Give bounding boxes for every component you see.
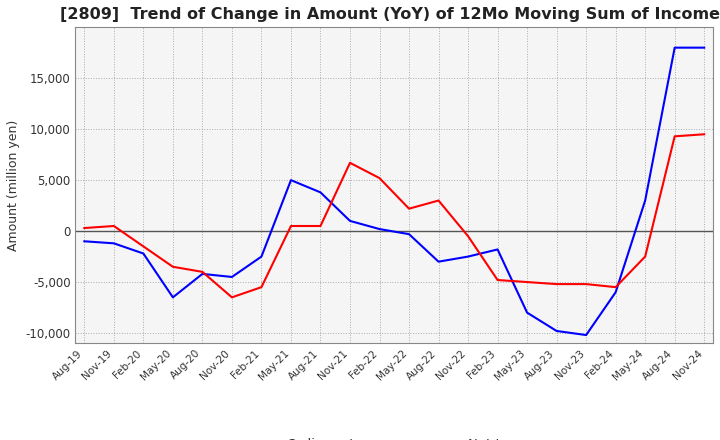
Net Income (670, 134, 679, 139)
Ordinary Income (523, 310, 531, 315)
Ordinary Income (80, 238, 89, 244)
Ordinary Income (316, 190, 325, 195)
Net Income (139, 244, 148, 249)
Net Income (228, 295, 236, 300)
Y-axis label: Amount (million yen): Amount (million yen) (7, 120, 20, 251)
Ordinary Income (582, 332, 590, 337)
Ordinary Income (405, 231, 413, 237)
Net Income (434, 198, 443, 203)
Ordinary Income (434, 259, 443, 264)
Line: Net Income: Net Income (84, 134, 704, 297)
Net Income (80, 225, 89, 231)
Ordinary Income (287, 177, 295, 183)
Net Income (641, 254, 649, 259)
Net Income (464, 234, 472, 239)
Net Income (287, 224, 295, 229)
Ordinary Income (346, 218, 354, 224)
Ordinary Income (139, 251, 148, 256)
Ordinary Income (168, 295, 177, 300)
Net Income (109, 224, 118, 229)
Net Income (611, 285, 620, 290)
Net Income (405, 206, 413, 211)
Ordinary Income (641, 198, 649, 203)
Ordinary Income (552, 328, 561, 334)
Net Income (346, 160, 354, 165)
Legend: Ordinary Income, Net Income: Ordinary Income, Net Income (238, 433, 550, 440)
Ordinary Income (109, 241, 118, 246)
Net Income (316, 224, 325, 229)
Net Income (582, 282, 590, 287)
Ordinary Income (700, 45, 708, 50)
Ordinary Income (198, 271, 207, 277)
Ordinary Income (670, 45, 679, 50)
Net Income (198, 269, 207, 275)
Line: Ordinary Income: Ordinary Income (84, 48, 704, 335)
Ordinary Income (464, 254, 472, 259)
Ordinary Income (611, 290, 620, 295)
Net Income (257, 285, 266, 290)
Net Income (493, 277, 502, 282)
Ordinary Income (493, 247, 502, 252)
Net Income (375, 176, 384, 181)
Ordinary Income (375, 227, 384, 232)
Net Income (168, 264, 177, 269)
Title: [2809]  Trend of Change in Amount (YoY) of 12Mo Moving Sum of Incomes: [2809] Trend of Change in Amount (YoY) o… (60, 7, 720, 22)
Ordinary Income (228, 274, 236, 279)
Net Income (552, 282, 561, 287)
Ordinary Income (257, 254, 266, 259)
Net Income (700, 132, 708, 137)
Net Income (523, 279, 531, 285)
